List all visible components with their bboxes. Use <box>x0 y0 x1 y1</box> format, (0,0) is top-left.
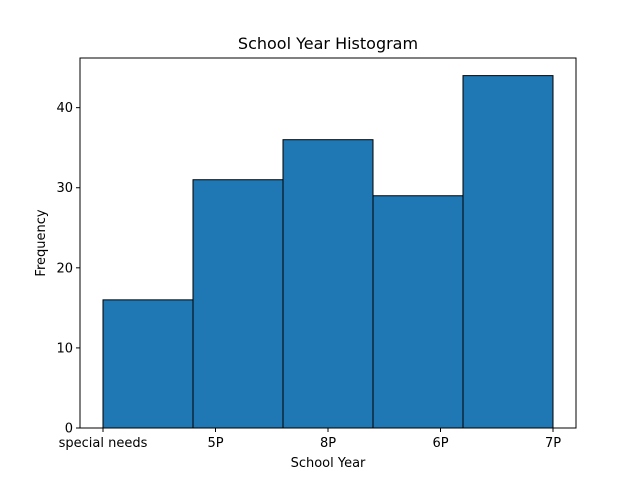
x-tick-label: special needs <box>59 436 148 451</box>
y-axis-label: Frequency <box>34 209 49 276</box>
x-axis-label: School Year <box>291 456 366 471</box>
x-axis: special needs 5P 8P 6P 7P <box>59 428 561 451</box>
x-tick-label: 7P <box>545 436 561 451</box>
y-tick-label: 10 <box>56 341 73 356</box>
y-tick-label: 0 <box>65 422 73 437</box>
y-tick-label: 30 <box>56 181 73 196</box>
chart-title: School Year Histogram <box>238 34 418 53</box>
x-tick-label: 5P <box>207 436 223 451</box>
x-tick-label: 8P <box>320 436 336 451</box>
histogram-bar <box>372 195 464 429</box>
histogram-bar <box>102 299 194 429</box>
histogram-bar <box>462 75 554 429</box>
bars-group <box>102 75 554 429</box>
histogram-bar <box>192 179 284 429</box>
y-axis: 0 10 20 30 40 <box>56 101 80 437</box>
y-tick-label: 40 <box>56 101 73 116</box>
histogram-bar <box>282 139 374 429</box>
y-tick-label: 20 <box>56 261 73 276</box>
x-tick-label: 6P <box>432 436 448 451</box>
